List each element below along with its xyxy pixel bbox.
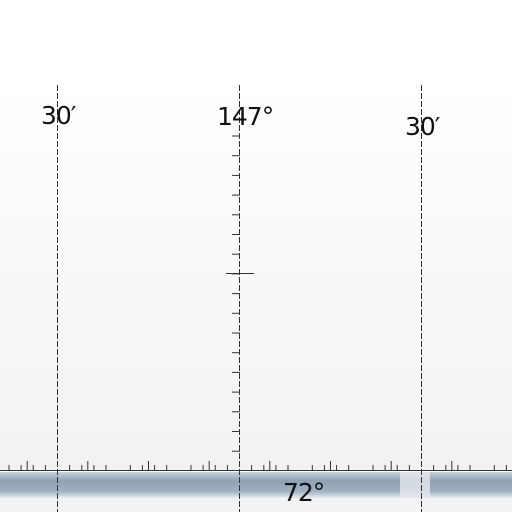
meridian-ticks bbox=[232, 135, 240, 452]
meridian-label-center: 147° bbox=[217, 102, 274, 131]
parallel-label: 72° bbox=[283, 478, 325, 507]
water-band bbox=[0, 472, 512, 498]
map-sheet bbox=[0, 85, 512, 470]
parallel-ticks bbox=[8, 461, 507, 470]
meridian-label-left: 30′ bbox=[41, 101, 76, 130]
sky-area bbox=[0, 0, 512, 85]
lower-sheet bbox=[0, 498, 512, 512]
meridian-label-right: 30′ bbox=[405, 112, 440, 141]
water-band-light-patch bbox=[400, 472, 430, 498]
